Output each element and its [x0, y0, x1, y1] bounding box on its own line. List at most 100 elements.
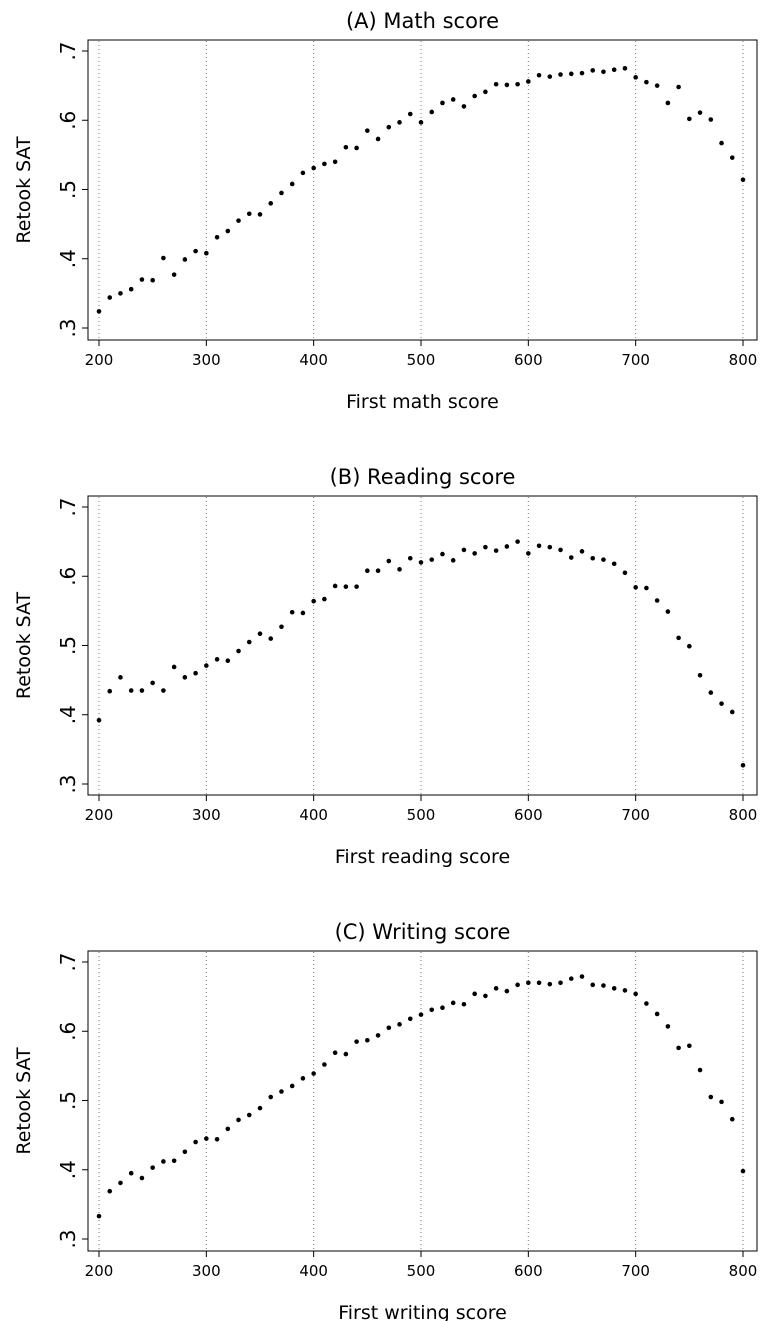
data-point — [687, 116, 692, 122]
data-point — [161, 255, 166, 261]
data-point — [611, 67, 617, 72]
data-point — [654, 1011, 660, 1017]
chart-panel-3: 200 300 400 500 600 700 800 .3 .4 .5 .6 .7 (C) Writi… — [13, 920, 758, 1321]
data-point — [729, 709, 735, 715]
data-point — [386, 558, 392, 564]
data-point — [161, 688, 166, 693]
data-point — [418, 560, 424, 565]
data-point — [397, 1022, 402, 1027]
data-point — [193, 1139, 198, 1145]
data-point — [214, 234, 220, 240]
data-point — [558, 547, 563, 553]
data-point — [365, 1037, 370, 1043]
data-point — [257, 631, 263, 637]
data-point — [375, 1033, 381, 1038]
x-tick-label-200: 200 — [85, 1262, 114, 1280]
data-point — [719, 140, 724, 146]
data-point — [96, 717, 102, 723]
data-point — [611, 986, 617, 991]
data-point — [472, 991, 477, 997]
data-point — [483, 993, 488, 999]
data-point — [611, 561, 617, 567]
y-tick-label-0_5: .5 — [56, 180, 80, 199]
data-point — [601, 557, 606, 562]
y-tick-label-0_5: .5 — [56, 636, 80, 655]
chart-title: (A) Math score — [346, 9, 499, 33]
data-point — [343, 584, 349, 589]
data-point — [311, 1071, 316, 1076]
data-point — [547, 74, 553, 79]
data-point — [461, 104, 467, 109]
data-point — [601, 69, 606, 75]
data-point — [665, 100, 671, 106]
data-point — [365, 568, 370, 574]
x-axis-label: First reading score — [335, 846, 510, 868]
data-point — [547, 544, 553, 550]
data-point — [171, 664, 177, 670]
y-tick-label-0_7: .7 — [56, 41, 80, 60]
data-point — [515, 539, 520, 544]
data-point — [193, 248, 198, 254]
data-point — [719, 701, 724, 706]
data-point — [322, 161, 327, 167]
data-point — [461, 1001, 467, 1007]
data-point — [568, 71, 574, 77]
x-tick-label-400: 400 — [299, 1262, 328, 1280]
data-point — [440, 100, 445, 106]
x-tick-label-500: 500 — [407, 1262, 436, 1280]
x-tick-label-600: 600 — [514, 806, 543, 824]
x-axis-label: First math score — [346, 391, 499, 413]
data-point — [644, 1001, 649, 1006]
data-point — [150, 277, 155, 283]
data-point — [139, 1175, 145, 1181]
data-point — [472, 551, 477, 556]
data-point — [740, 1168, 746, 1174]
data-point — [365, 128, 370, 133]
data-point — [450, 1000, 456, 1006]
x-tick-label-400: 400 — [299, 806, 328, 824]
data-point — [311, 598, 316, 604]
data-point — [225, 228, 231, 234]
data-point — [225, 1126, 231, 1132]
data-point — [279, 1089, 284, 1094]
data-point — [665, 1024, 671, 1029]
data-point — [236, 218, 241, 223]
data-point — [579, 70, 585, 76]
data-point — [386, 1025, 392, 1031]
data-point — [697, 1067, 703, 1073]
y-tick-label-0_6: .6 — [56, 1022, 80, 1041]
data-point — [729, 155, 735, 160]
y-tick-label-0_7: .7 — [56, 497, 80, 516]
x-axis-label: First writing score — [338, 1302, 507, 1321]
data-point — [526, 79, 531, 84]
data-point — [633, 75, 638, 80]
data-point — [601, 983, 606, 988]
data-point — [182, 257, 188, 262]
data-point — [622, 988, 628, 993]
data-point — [128, 286, 134, 292]
data-point — [96, 1213, 102, 1219]
chart-title: (B) Reading score — [330, 465, 516, 489]
data-point — [429, 1007, 435, 1013]
y-tick-label-0_4: .4 — [56, 249, 80, 268]
data-point — [257, 212, 263, 217]
data-point — [332, 583, 338, 589]
data-point — [429, 109, 435, 115]
data-point — [590, 68, 596, 73]
x-tick-label-600: 600 — [514, 1262, 543, 1280]
data-point — [128, 688, 134, 693]
data-point — [729, 1116, 735, 1122]
data-point — [515, 982, 520, 988]
data-point — [397, 120, 402, 125]
data-point — [246, 1112, 252, 1118]
data-point — [676, 635, 681, 641]
data-point — [268, 1094, 274, 1100]
data-point — [526, 551, 531, 556]
data-point — [107, 1188, 113, 1194]
data-point — [440, 551, 445, 557]
data-point — [472, 93, 477, 99]
data-point — [622, 570, 628, 576]
data-point — [579, 549, 585, 554]
data-point — [483, 544, 488, 550]
x-tick-label-300: 300 — [192, 1262, 221, 1280]
